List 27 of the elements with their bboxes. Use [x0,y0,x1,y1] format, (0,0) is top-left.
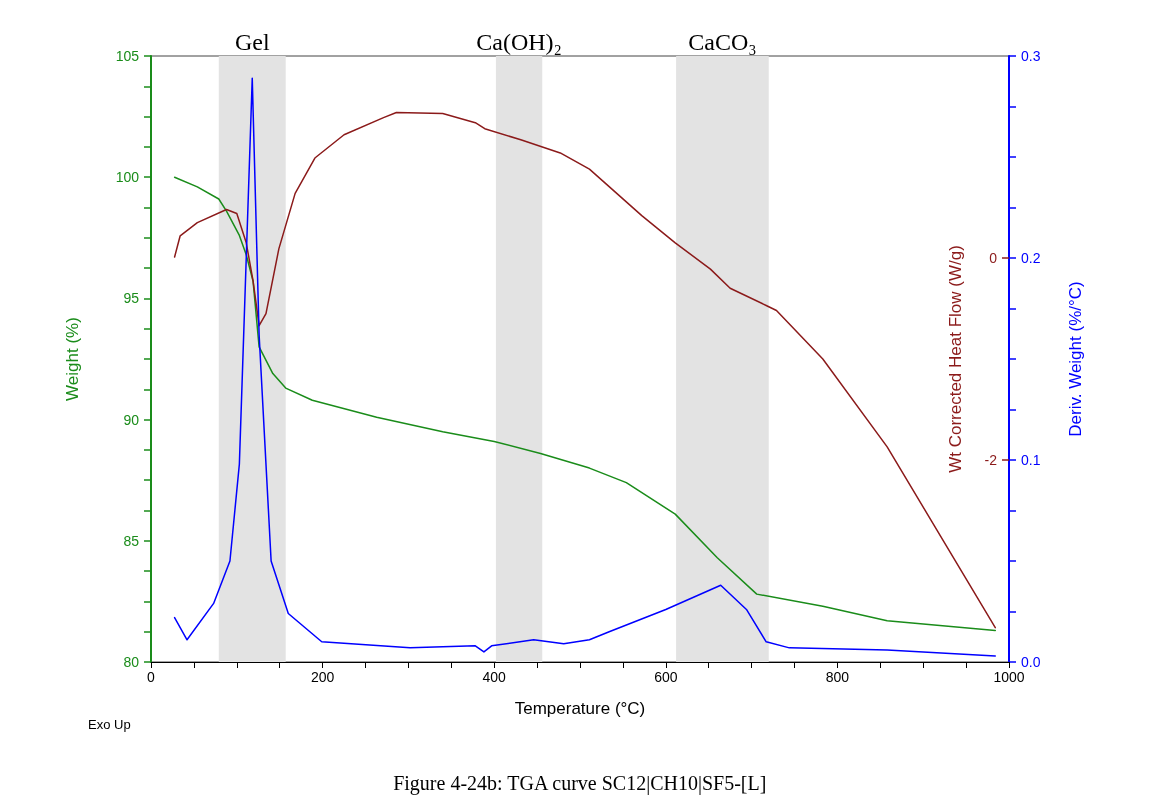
band-label: Ca(OH)₂ [476,29,562,55]
y-axis-title: Weight (%) [63,317,82,401]
band-label: CaCO₃ [688,29,757,55]
y3-tick-label: 0.3 [1021,48,1041,64]
y-tick-label: 95 [123,290,140,307]
x-tick-label: 800 [825,669,850,685]
band-label: Gel [234,29,270,55]
y3-tick-label: 0.0 [1021,654,1041,670]
y3-tick-label: 0.2 [1021,250,1041,266]
x-tick-label: 600 [654,669,678,685]
y-tick-label: 80 [123,654,140,670]
x-tick-label: 200 [310,669,335,685]
y2-axis-title: Wt Corrected Heat Flow (W/g) [946,245,965,473]
y3-tick-label: 0.1 [1021,452,1041,468]
x-tick-label: 0 [147,669,156,685]
x-tick-label: 400 [482,669,507,685]
y-tick-label: 105 [115,48,140,64]
y2-tick-label: 0 [989,250,998,266]
y3-axis-title: Deriv. Weight (%/°C) [1066,281,1085,437]
text: Exo Up [88,717,131,732]
y-tick-label: 85 [123,532,140,549]
x-tick-label: 1000 [993,669,1025,685]
caption: Figure 4-24b: TGA curve SC12|CH10|SF5-[L] [393,772,767,795]
y-tick-label: 90 [123,411,140,428]
y-tick-label: 100 [115,169,140,186]
y2-tick-label: -2 [984,452,998,468]
x-axis-title: Temperature (°C) [514,699,646,718]
